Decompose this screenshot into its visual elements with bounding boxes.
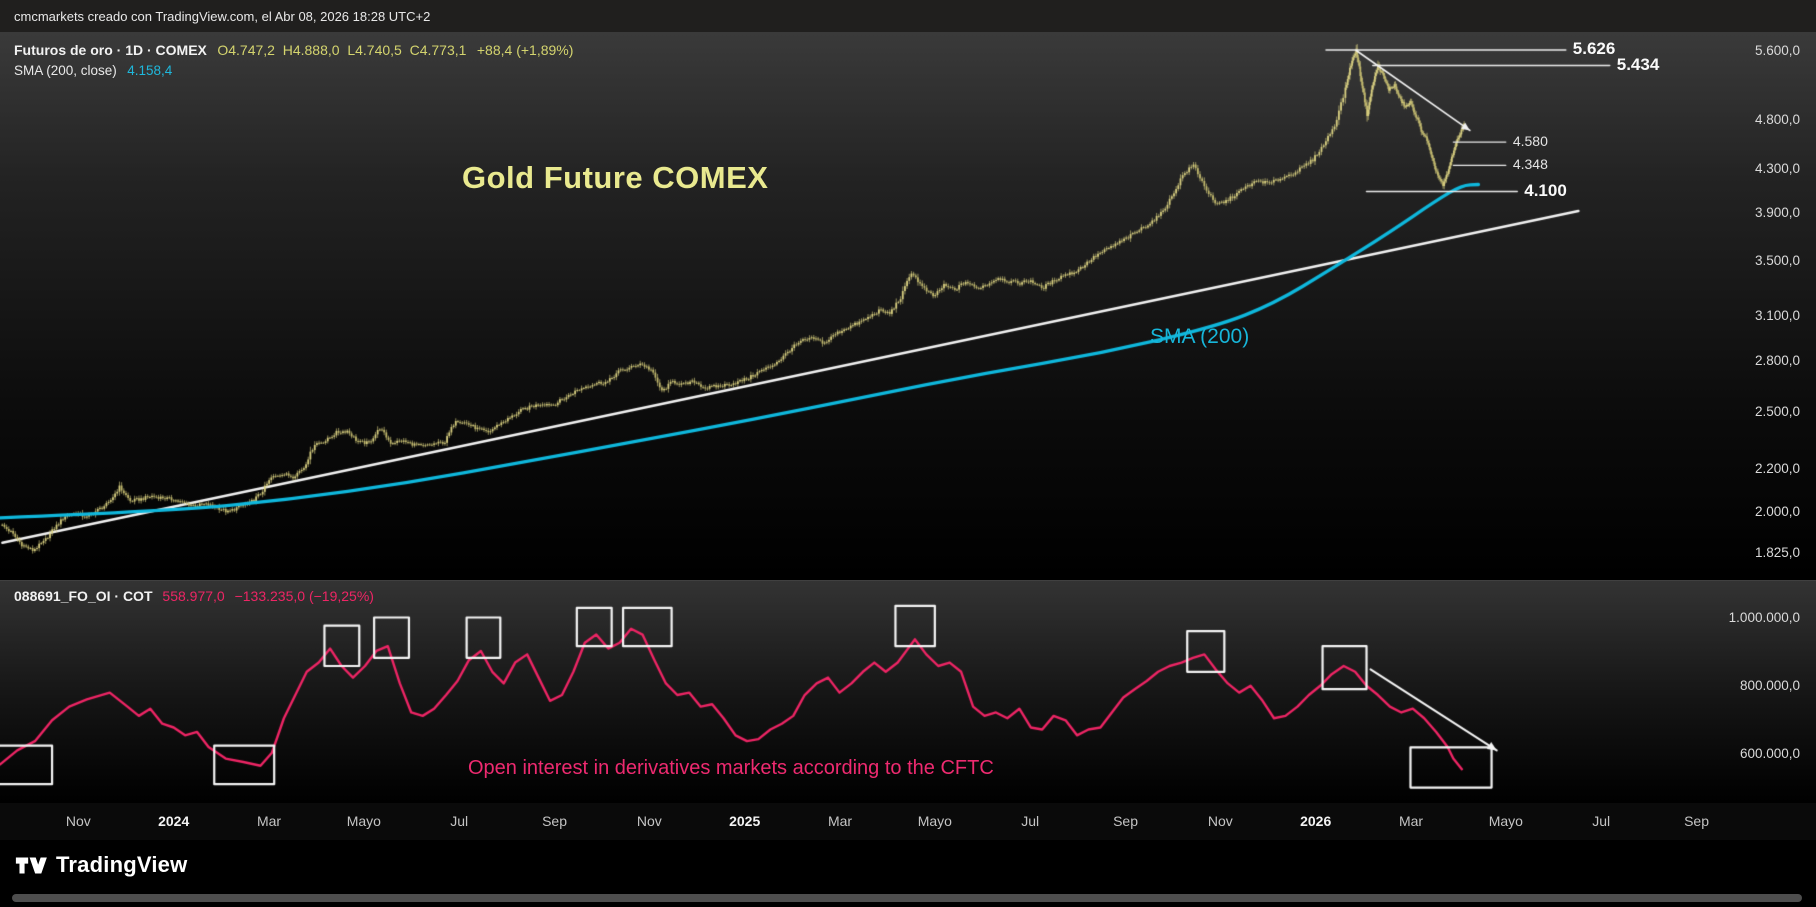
sma-line-label[interactable]: SMA (200) [1150, 325, 1250, 348]
tradingview-logo-icon[interactable] [14, 853, 48, 877]
footer-bar: TradingView [14, 852, 187, 878]
change-value: +88,4 (+1,89%) [476, 42, 574, 58]
oi-value: 558.977,0 [162, 588, 225, 604]
sma-legend-value: 4.158,4 [127, 63, 173, 78]
oi-legend: 088691_FO_OI · COT 558.977,0 −133.235,0 … [14, 588, 374, 604]
sma-legend-title[interactable]: SMA (200, close) [14, 63, 117, 78]
chart-title-annotation[interactable]: Gold Future COMEX [462, 160, 769, 195]
oi-annotation[interactable]: Open interest in derivatives markets acc… [468, 757, 994, 779]
main-legend-row-2: SMA (200, close) 4.158,4 [14, 61, 573, 81]
main-symbol-title[interactable]: Futuros de oro · 1D · COMEX [14, 42, 207, 58]
tradingview-logo-text[interactable]: TradingView [56, 852, 188, 877]
main-legend-row-1: Futuros de oro · 1D · COMEX O4.747,2 H4.… [14, 40, 573, 61]
ohlc-values: O4.747,2 H4.888,0 L4.740,5 C4.773,1 [217, 42, 467, 58]
oi-change: −133.235,0 (−19,25%) [234, 588, 374, 604]
main-legend: Futuros de oro · 1D · COMEX O4.747,2 H4.… [14, 40, 573, 81]
horizontal-scrollbar[interactable] [12, 894, 1802, 902]
oi-symbol-title[interactable]: 088691_FO_OI · COT [14, 588, 153, 604]
